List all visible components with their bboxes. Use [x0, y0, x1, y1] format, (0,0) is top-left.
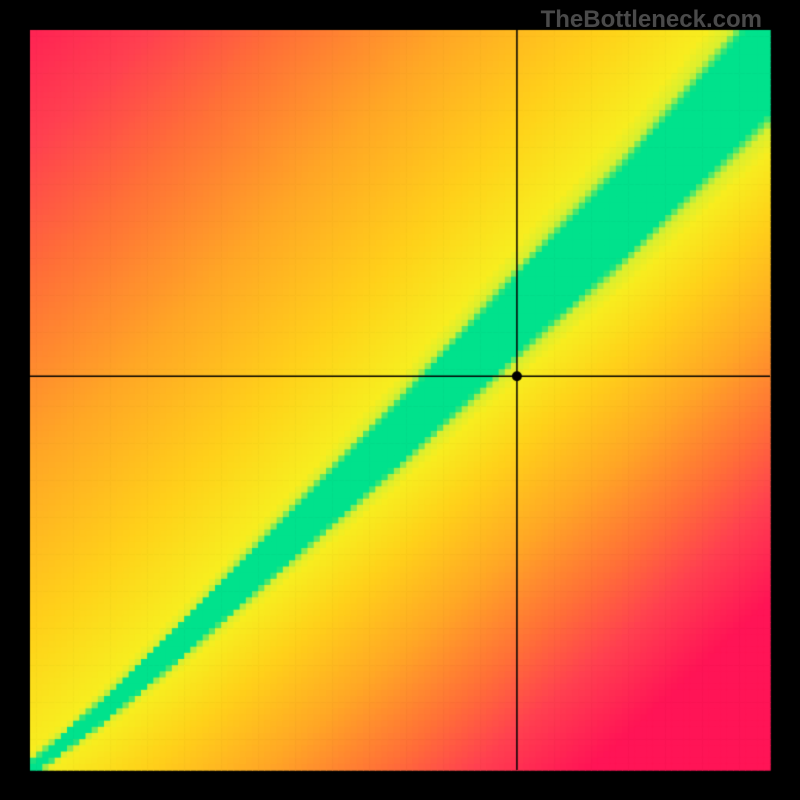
chart-container: TheBottleneck.com: [0, 0, 800, 800]
bottleneck-heatmap: [0, 0, 800, 800]
watermark-text: TheBottleneck.com: [541, 6, 762, 34]
